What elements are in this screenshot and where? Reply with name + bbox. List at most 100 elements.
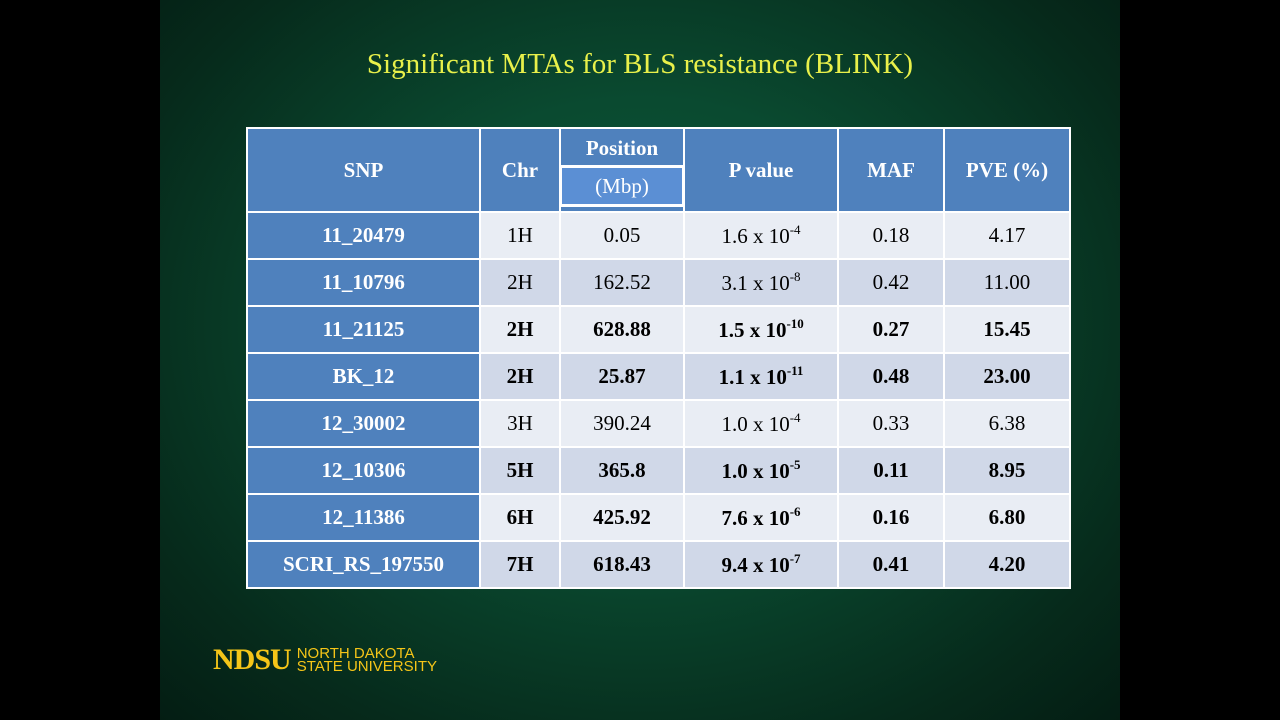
logo-line: STATE UNIVERSITY	[296, 658, 437, 675]
p-value-cell: 7.6 x 10-6	[683, 493, 839, 542]
header-cell: SNP	[246, 127, 481, 213]
snp-cell: 11_20479	[246, 211, 481, 260]
table-row: BK_12 2H 25.87 1.1 x 10-11 0.48 23.00	[246, 352, 1071, 401]
snp-cell: BK_12	[246, 352, 481, 401]
p-value-cell: 1.0 x 10-4	[683, 399, 839, 448]
cell-text: 390.24	[593, 411, 651, 435]
cell-text: 12_10306	[321, 458, 406, 482]
maf-cell: 0.42	[837, 258, 945, 307]
position-cell: 0.05	[559, 211, 685, 260]
slide-title: Significant MTAs for BLS resistance (BLI…	[366, 48, 914, 80]
cell-text: BK_12	[332, 364, 395, 388]
p-exponent: -6	[789, 503, 801, 519]
pve-cell: 8.95	[943, 446, 1071, 495]
p-base: 1.0 x 10	[721, 411, 790, 436]
cell-text: 2H	[506, 317, 534, 341]
unit-cell: (Mbp)	[559, 164, 685, 207]
position-cell: 425.92	[559, 493, 685, 542]
p-exponent: -4	[789, 409, 801, 425]
p-exponent: -7	[789, 550, 801, 566]
p-value-cell: 1.0 x 10-5	[683, 446, 839, 495]
logo-text: NORTH DAKOTA STATE UNIVERSITY	[296, 645, 437, 675]
cell-text: 25.87	[598, 364, 646, 388]
cell-text: 0.05	[603, 223, 641, 247]
chr-cell: 1H	[479, 211, 561, 260]
pve-cell: 4.20	[943, 540, 1071, 589]
cell-text: 11_10796	[322, 270, 405, 294]
maf-cell: 0.48	[837, 352, 945, 401]
snp-cell: 11_21125	[246, 305, 481, 354]
cell-text: 12_30002	[321, 411, 406, 435]
cell-text: 11_20479	[322, 223, 405, 247]
p-value-cell: 9.4 x 10-7	[683, 540, 839, 589]
cell-text: 6H	[506, 505, 534, 529]
cell-text: 0.33	[872, 411, 910, 435]
p-base: 3.1 x 10	[721, 270, 790, 295]
p-base: 9.4 x 10	[721, 552, 790, 577]
table-row: 12_30002 3H 390.24 1.0 x 10-4 0.33 6.38	[246, 399, 1071, 448]
cell-text: 0.27	[872, 317, 910, 341]
cell-text: 15.45	[983, 317, 1031, 341]
header-text: Position	[585, 135, 659, 160]
p-exponent: -4	[789, 221, 801, 237]
p-base: 1.1 x 10	[718, 364, 787, 389]
position-cell: 365.8	[559, 446, 685, 495]
header-text: PVE (%)	[965, 157, 1049, 182]
table-row: 11_20479 1H 0.05 1.6 x 10-4 0.18 4.17	[246, 211, 1071, 260]
cell-text: 11.00	[983, 270, 1031, 294]
cell-text: 162.52	[593, 270, 651, 294]
header-text: P value	[728, 157, 794, 182]
snp-cell: SCRI_RS_197550	[246, 540, 481, 589]
chr-cell: 7H	[479, 540, 561, 589]
pve-cell: 6.80	[943, 493, 1071, 542]
p-value-cell: 1.6 x 10-4	[683, 211, 839, 260]
header-cell: MAF	[837, 127, 945, 213]
header-text: SNP	[343, 157, 384, 182]
snp-cell: 12_11386	[246, 493, 481, 542]
snp-cell: 12_10306	[246, 446, 481, 495]
header-text: MAF	[867, 157, 915, 182]
cell-text: 0.41	[872, 552, 910, 576]
maf-cell: 0.27	[837, 305, 945, 354]
position-cell: 390.24	[559, 399, 685, 448]
p-base: 1.5 x 10	[718, 317, 787, 342]
p-base: 1.6 x 10	[721, 223, 790, 248]
header-cell: PVE (%)	[943, 127, 1071, 213]
snp-cell: 11_10796	[246, 258, 481, 307]
pve-cell: 6.38	[943, 399, 1071, 448]
chr-cell: 2H	[479, 258, 561, 307]
header-cell: Chr	[479, 127, 561, 213]
cell-text: 628.88	[593, 317, 651, 341]
pve-cell: 15.45	[943, 305, 1071, 354]
cell-text: 0.16	[872, 505, 910, 529]
cell-text: 2H	[507, 270, 533, 294]
p-exponent: -11	[786, 362, 804, 378]
table-row: 11_10796 2H 162.52 3.1 x 10-8 0.42 11.00	[246, 258, 1071, 307]
pve-cell: 4.17	[943, 211, 1071, 260]
cell-text: 0.18	[872, 223, 910, 247]
chr-cell: 2H	[479, 305, 561, 354]
cell-text: 7H	[506, 552, 534, 576]
cell-text: 365.8	[598, 458, 646, 482]
cell-text: 0.42	[872, 270, 910, 294]
table-row: 12_10306 5H 365.8 1.0 x 10-5 0.11 8.95	[246, 446, 1071, 495]
maf-cell: 0.16	[837, 493, 945, 542]
position-cell: 618.43	[559, 540, 685, 589]
logo-line: NORTH DAKOTA	[296, 645, 415, 662]
cell-text: 4.20	[988, 552, 1026, 576]
pve-cell: 23.00	[943, 352, 1071, 401]
table-row: 11_21125 2H 628.88 1.5 x 10-10 0.27 15.45	[246, 305, 1071, 354]
header-cell: Position (Mbp)	[559, 127, 685, 213]
cell-text: 0.48	[872, 364, 910, 388]
cell-text: 2H	[506, 364, 534, 388]
logo: NDSU NORTH DAKOTA STATE UNIVERSITY	[213, 643, 437, 677]
maf-cell: 0.11	[837, 446, 945, 495]
chr-cell: 3H	[479, 399, 561, 448]
logo-mark: NDSU	[213, 643, 292, 676]
cell-text: 618.43	[593, 552, 651, 576]
maf-cell: 0.41	[837, 540, 945, 589]
slide: Significant MTAs for BLS resistance (BLI…	[160, 0, 1120, 720]
chr-cell: 2H	[479, 352, 561, 401]
cell-text: 6.38	[988, 411, 1026, 435]
snp-cell: 12_30002	[246, 399, 481, 448]
